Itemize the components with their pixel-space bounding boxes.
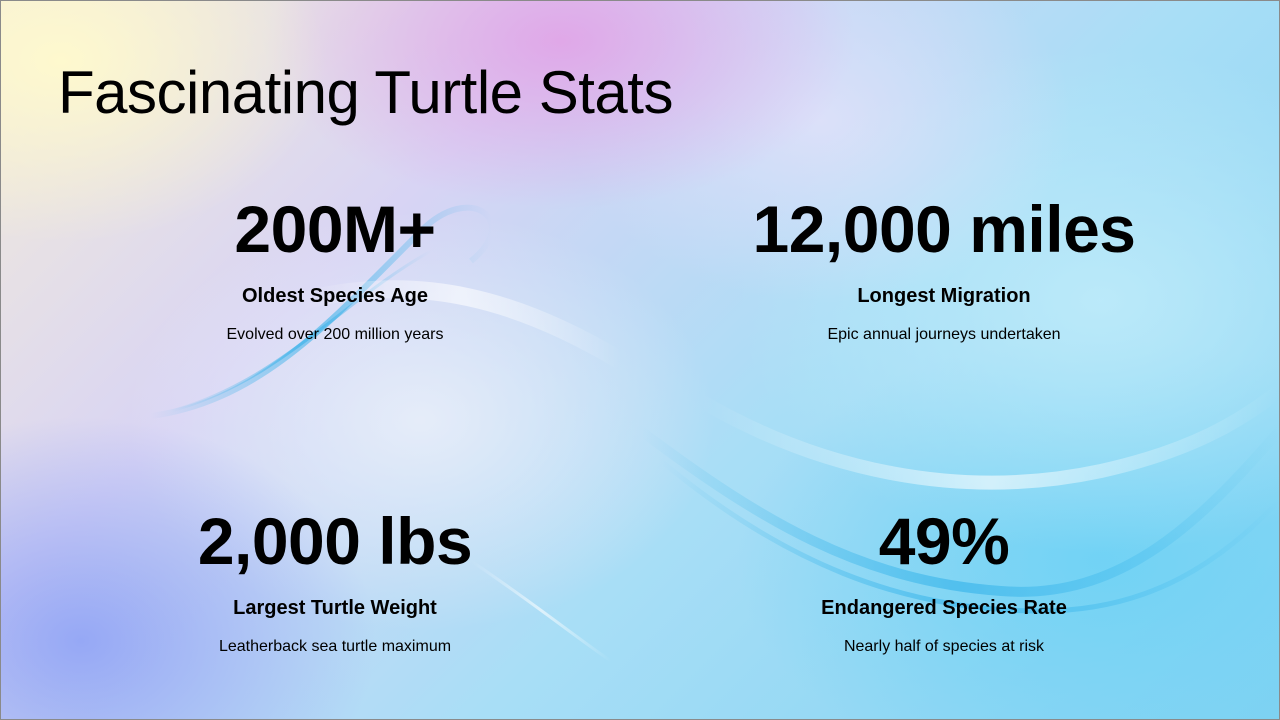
stat-label: Longest Migration	[857, 285, 1031, 307]
stat-largest-turtle-weight: 2,000 lbs Largest Turtle Weight Leatherb…	[55, 503, 615, 657]
stat-description: Epic annual journeys undertaken	[827, 326, 1061, 343]
stat-label: Endangered Species Rate	[821, 597, 1067, 619]
stat-longest-migration: 12,000 miles Longest Migration Epic annu…	[664, 191, 1224, 345]
stat-description: Leatherback sea turtle maximum	[218, 638, 452, 655]
stat-value: 12,000 miles	[752, 192, 1136, 266]
slide-title: Fascinating Turtle Stats	[58, 59, 673, 126]
stat-value: 2,000 lbs	[197, 504, 473, 578]
stat-description: Nearly half of species at risk	[843, 638, 1045, 655]
stat-endangered-species-rate: 49% Endangered Species Rate Nearly half …	[664, 503, 1224, 657]
stat-oldest-species-age: 200M+ Oldest Species Age Evolved over 20…	[55, 191, 615, 345]
stat-label: Largest Turtle Weight	[233, 597, 437, 619]
stat-label: Oldest Species Age	[242, 285, 428, 307]
stat-value: 49%	[878, 504, 1010, 578]
stat-description: Evolved over 200 million years	[226, 326, 444, 343]
stat-value: 200M+	[234, 192, 436, 266]
